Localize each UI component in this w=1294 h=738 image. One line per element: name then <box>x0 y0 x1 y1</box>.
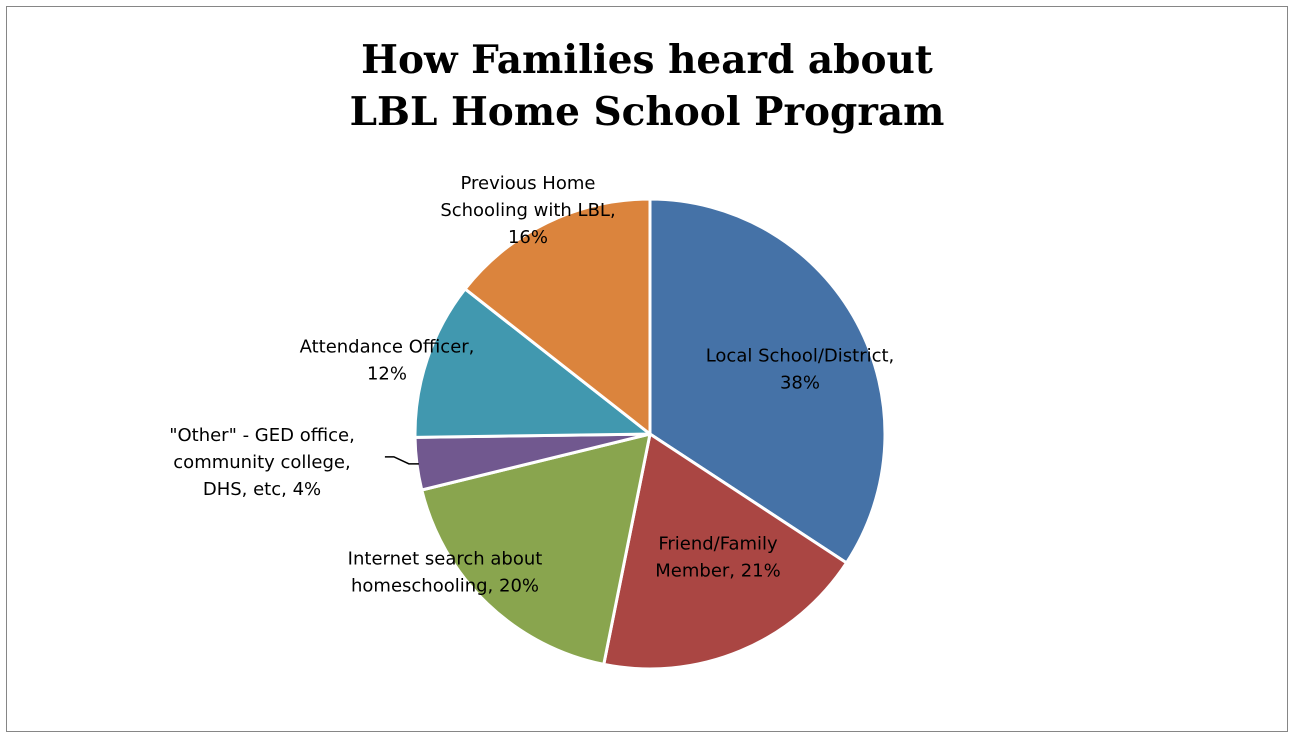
pie-slice-5 <box>463 197 652 436</box>
slice-label-2-line-1: homeschooling, 20% <box>351 576 539 597</box>
pie-slice-2 <box>420 432 652 666</box>
slice-label-5-line-0: Previous Home <box>461 173 596 194</box>
slice-label-2-line-0: Internet search about <box>348 549 543 570</box>
pie-slice-4 <box>413 287 652 439</box>
slice-label-3-line-0: "Other" - GED office, <box>169 425 355 446</box>
slice-label-5: Previous Home Schooling with LBL, 16% <box>440 173 615 248</box>
slice-label-4-line-1: 12% <box>367 364 407 385</box>
slice-label-5-line-1: Schooling with LBL, <box>440 200 615 221</box>
slice-labels: Local School/District, 38% Friend/Family Me… <box>169 173 894 597</box>
pie-slice-1 <box>602 432 849 671</box>
leader-lines <box>384 456 419 465</box>
slice-label-1-line-1: Member, 21% <box>655 561 781 582</box>
slice-label-2: Internet search about homeschooling, 20% <box>348 549 543 597</box>
slice-label-0: Local School/District, 38% <box>706 346 895 394</box>
leader-line-other <box>384 456 419 465</box>
slice-label-5-line-2: 16% <box>508 227 548 248</box>
slice-label-3: "Other" - GED office, community college, D… <box>169 425 355 500</box>
slice-label-4-line-0: Attendance Officer, <box>300 337 475 358</box>
slice-label-1-line-0: Friend/Family <box>658 534 778 555</box>
slice-label-1: Friend/Family Member, 21% <box>655 534 781 582</box>
slice-label-3-line-2: DHS, etc, 4% <box>203 479 321 500</box>
slice-label-0-line-1: 38% <box>780 373 820 394</box>
pie-slices <box>413 197 887 671</box>
chart-title: How Families heard about LBL Home School… <box>0 34 1294 138</box>
slice-label-4: Attendance Officer, 12% <box>300 337 475 385</box>
chart-title-line-1: How Families heard about <box>361 37 933 83</box>
chart-title-line-2: LBL Home School Program <box>349 89 945 135</box>
slice-label-0-line-0: Local School/District, <box>706 346 895 367</box>
slice-label-3-line-1: community college, <box>173 452 350 473</box>
